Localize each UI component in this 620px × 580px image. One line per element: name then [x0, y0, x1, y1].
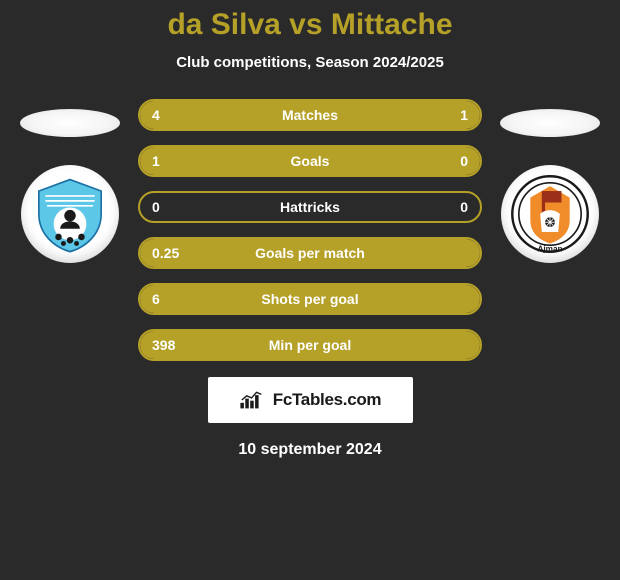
stat-label: Shots per goal [140, 291, 480, 307]
comparison-card: da Silva vs Mittache Club competitions, … [0, 0, 620, 459]
club-logo-right-icon: Ajman [509, 173, 591, 255]
left-player-col [20, 99, 120, 263]
svg-text:Ajman: Ajman [537, 245, 562, 254]
stat-label: Goals [140, 153, 480, 169]
stat-row: 6Shots per goal [138, 283, 482, 315]
player-photo-right [500, 109, 600, 137]
page-title: da Silva vs Mittache [167, 8, 452, 42]
stat-label: Hattricks [140, 199, 480, 215]
stat-row: 0Hattricks0 [138, 191, 482, 223]
player-photo-left [20, 109, 120, 137]
season-subtitle: Club competitions, Season 2024/2025 [176, 54, 444, 71]
stat-value-right: 0 [460, 199, 468, 215]
stat-value-right: 0 [460, 153, 468, 169]
club-badge-right: Ajman [501, 165, 599, 263]
stat-row: 1Goals0 [138, 145, 482, 177]
stats-column: 4Matches11Goals00Hattricks00.25Goals per… [138, 99, 482, 361]
stat-label: Matches [140, 107, 480, 123]
club-badge-left [21, 165, 119, 263]
main-row: 4Matches11Goals00Hattricks00.25Goals per… [0, 99, 620, 361]
fctables-logo-icon [239, 390, 267, 410]
stat-value-right: 1 [460, 107, 468, 123]
brand-plate[interactable]: FcTables.com [208, 377, 413, 423]
stat-row: 0.25Goals per match [138, 237, 482, 269]
stat-row: 398Min per goal [138, 329, 482, 361]
stat-row: 4Matches1 [138, 99, 482, 131]
right-player-col: Ajman [500, 99, 600, 263]
club-logo-left-icon [29, 173, 111, 255]
brand-text: FcTables.com [273, 390, 382, 410]
stat-label: Min per goal [140, 337, 480, 353]
stat-label: Goals per match [140, 245, 480, 261]
date-text: 10 september 2024 [238, 441, 381, 459]
